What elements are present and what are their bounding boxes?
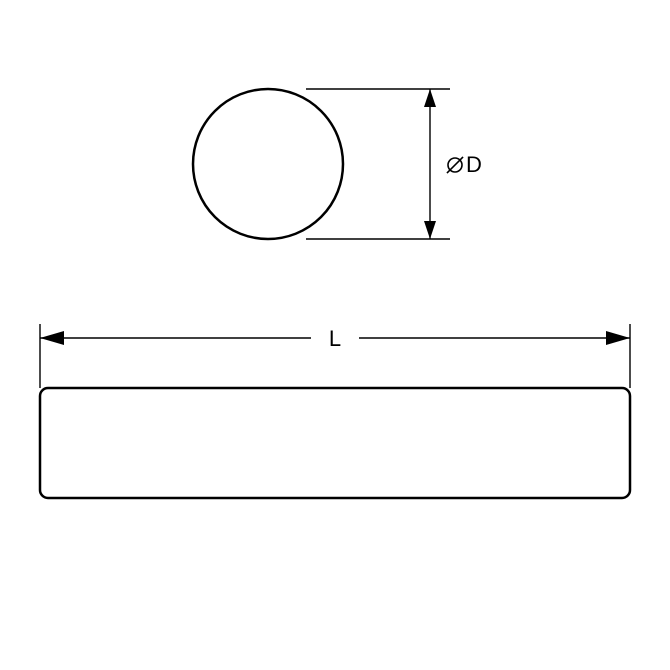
length-arrow-right (606, 331, 630, 345)
length-arrow-left (40, 331, 64, 345)
cross-section-circle (193, 89, 343, 239)
diameter-label-text: D (466, 152, 482, 177)
diameter-symbol-slash (447, 157, 463, 173)
side-view-bar (40, 388, 630, 498)
length-label-text: L (329, 326, 341, 351)
diameter-arrow-bottom (424, 221, 436, 239)
diameter-arrow-top (424, 89, 436, 107)
diameter-label: D (447, 152, 482, 177)
